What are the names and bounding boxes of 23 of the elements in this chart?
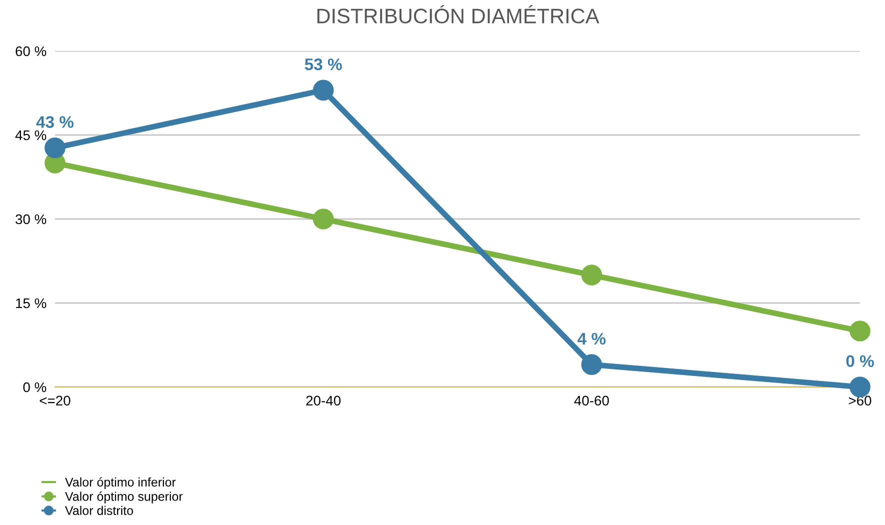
point <box>581 354 602 376</box>
y-tick-label: 45 % <box>15 130 46 140</box>
point <box>850 376 870 398</box>
data-label: 0 % <box>846 355 874 368</box>
y-tick-label: 60 % <box>16 46 46 56</box>
y-tick-label: 0 % <box>23 382 46 392</box>
x-tick-label: 20-40 <box>306 396 341 406</box>
legend-label: Valor distrito <box>65 506 134 516</box>
point <box>44 137 66 158</box>
data-label: 4 % <box>578 332 606 345</box>
point <box>850 320 870 342</box>
chart-title: DISTRIBUCIÓN DIAMÉTRICA <box>317 5 600 24</box>
data-label: 53 % <box>304 58 342 70</box>
y-tick-label: 15 % <box>16 298 46 308</box>
legend-label: Valor óptimo inferior <box>65 477 176 490</box>
y-tick-label: 30 % <box>16 214 46 224</box>
data-label: 43 % <box>36 116 74 128</box>
point <box>312 80 334 101</box>
x-tick-label: <=20 <box>40 396 70 406</box>
point <box>312 208 334 230</box>
legend-label: Valor óptimo superior <box>65 492 183 504</box>
x-tick-label: 40-60 <box>574 396 609 406</box>
point <box>581 264 602 286</box>
